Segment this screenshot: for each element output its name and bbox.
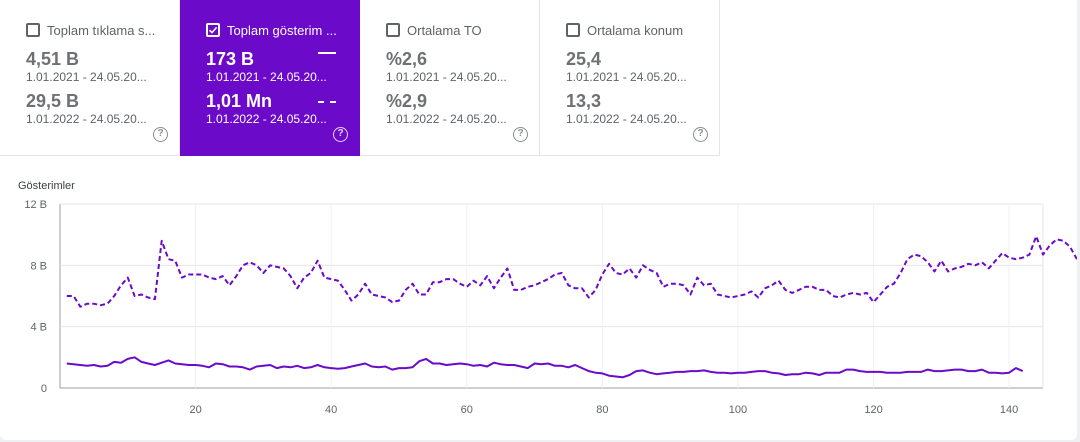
checkbox-checked[interactable] (206, 23, 220, 37)
card-value-compare: %2,9 (386, 91, 428, 111)
card-range-compare: 1.01.2022 - 24.05.20... (566, 112, 687, 126)
card-header: Toplam tıklama s... (26, 22, 179, 38)
card-range-primary: 1.01.2021 - 24.05.20... (206, 70, 327, 84)
card-range-compare: 1.01.2022 - 24.05.20... (386, 112, 507, 126)
card-value-compare: 29,5 B (26, 91, 80, 111)
card-value-compare: 1,01 Mn (206, 91, 273, 111)
card-value-primary: 4,51 B (26, 49, 80, 69)
card-clicks[interactable]: Toplam tıklama s... 4,51 B 1.01.2021 - 2… (0, 0, 180, 156)
y-tick-label: 4 B (30, 322, 47, 334)
card-header: Ortalama TO (386, 22, 539, 38)
y-tick-label: 8 B (30, 260, 47, 272)
card-range-compare: 1.01.2022 - 24.05.20... (26, 112, 147, 126)
x-tick-label: 100 (729, 404, 747, 416)
x-tick-label: 40 (325, 404, 337, 416)
card-value-compare: 13,3 (566, 91, 602, 111)
card-position[interactable]: Ortalama konum 25,4 1.01.2021 - 24.05.20… (540, 0, 720, 156)
card-value-primary: %2,6 (386, 49, 428, 69)
chart-y-title: Gösterimler (18, 180, 75, 192)
card-value-primary: 25,4 (566, 49, 602, 69)
help-icon[interactable]: ? (333, 127, 348, 142)
card-ctr[interactable]: Ortalama TO %2,6 1.01.2021 - 24.05.20...… (360, 0, 540, 156)
legend-dashed-line-icon (318, 101, 336, 103)
y-tick-label: 0 (41, 383, 47, 395)
help-icon[interactable]: ? (693, 127, 708, 142)
check-icon (208, 26, 218, 34)
x-tick-label: 140 (1000, 404, 1018, 416)
series-line-dashed (66, 235, 1077, 308)
y-tick-label: 12 B (24, 199, 47, 211)
x-tick-label: 80 (596, 404, 608, 416)
metric-cards: Toplam tıklama s... 4,51 B 1.01.2021 - 2… (0, 0, 720, 156)
x-tick-label: 20 (189, 404, 201, 416)
checkbox[interactable] (26, 23, 40, 37)
checkbox[interactable] (386, 23, 400, 37)
card-range-primary: 1.01.2021 - 24.05.20... (386, 70, 507, 84)
series-line-solid (66, 356, 1024, 379)
x-tick-label: 60 (461, 404, 473, 416)
card-header: Toplam gösterim ... (206, 22, 359, 38)
checkbox[interactable] (566, 23, 580, 37)
card-range-primary: 1.01.2021 - 24.05.20... (566, 70, 687, 84)
card-range-primary: 1.01.2021 - 24.05.20... (26, 70, 147, 84)
help-icon[interactable]: ? (153, 127, 168, 142)
card-range-compare: 1.01.2022 - 24.05.20... (206, 112, 327, 126)
help-icon[interactable]: ? (513, 127, 528, 142)
card-impressions[interactable]: Toplam gösterim ... 173 B 1.01.2021 - 24… (180, 0, 360, 156)
legend-solid-line-icon (318, 52, 336, 54)
x-tick-label: 120 (864, 404, 882, 416)
card-value-primary: 173 B (206, 49, 255, 69)
card-header: Ortalama konum (566, 22, 719, 38)
